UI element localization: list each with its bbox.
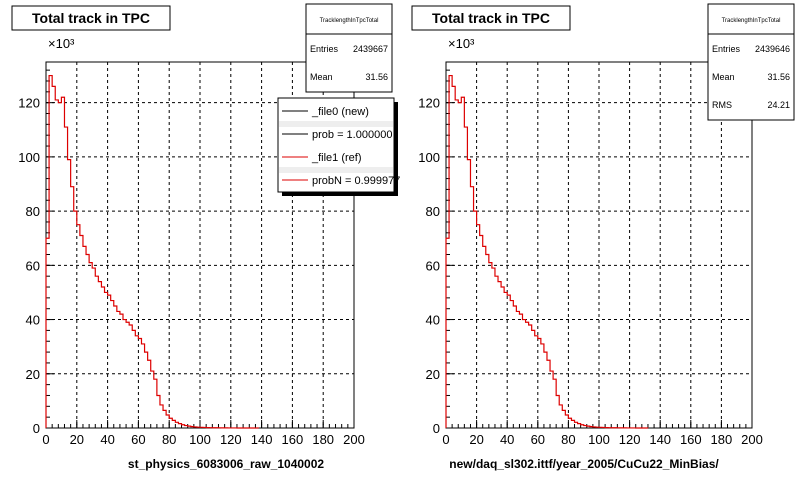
- stats-row-label: RMS: [712, 100, 732, 110]
- y-tick-label: 40: [426, 313, 440, 328]
- legend-row-band: [279, 121, 393, 127]
- y-tick-label: 80: [426, 204, 440, 219]
- x-tick-label: 180: [711, 432, 733, 447]
- x-tick-label: 120: [619, 432, 641, 447]
- legend-entry-label: prob = 1.000000: [312, 129, 392, 141]
- x-tick-label: 160: [680, 432, 702, 447]
- stats-row-value: 31.56: [365, 72, 388, 82]
- title-box: [11, 5, 171, 31]
- x-tick-label: 60: [131, 432, 145, 447]
- x-tick-label: 140: [251, 432, 273, 447]
- y-tick-label: 100: [18, 150, 40, 165]
- y-tick-label: 120: [418, 96, 440, 111]
- y-multiplier-label: ×10³: [48, 36, 75, 51]
- histogram-series-line: [445, 74, 649, 429]
- y-tick-label: 60: [26, 258, 40, 273]
- x-axis-label: st_physics_6083006_raw_1040002: [128, 457, 324, 471]
- legend-box: [277, 97, 395, 193]
- histogram-series-line: [45, 74, 260, 429]
- x-tick-label: 160: [282, 432, 304, 447]
- stats-row-value: 24.21: [767, 100, 790, 110]
- x-tick-label: 120: [220, 432, 242, 447]
- x-tick-label: 100: [588, 432, 610, 447]
- title-box: [411, 5, 571, 31]
- legend-row-band: [279, 167, 393, 173]
- x-tick-label: 100: [189, 432, 211, 447]
- y-multiplier-label: ×10³: [448, 36, 475, 51]
- chart-panel-2: 0 20 40 60 80 100 120 140 160 180 200 0 20 40 60 80 100 1…: [411, 3, 795, 471]
- legend-entry-label: _file1 (ref): [311, 152, 362, 164]
- x-tick-label: 40: [500, 432, 514, 447]
- x-tick-label: 200: [343, 432, 365, 447]
- x-tick-label: 20: [70, 432, 84, 447]
- x-tick-label: 40: [100, 432, 114, 447]
- x-tick-label: 140: [649, 432, 671, 447]
- x-axis-label: new/daq_sl302.ittf/year_2005/CuCu22_MinB…: [449, 457, 719, 471]
- stats-row-label: Entries: [310, 44, 339, 54]
- chart-title: Total track in TPC: [432, 10, 550, 26]
- stats-name: TracklengthInTpcTotal: [722, 18, 781, 24]
- stats-row-label: Entries: [712, 44, 741, 54]
- x-tick-label: 20: [469, 432, 483, 447]
- stats-box: [305, 3, 393, 93]
- x-tick-label: 0: [42, 432, 49, 447]
- x-tick-label: 60: [531, 432, 545, 447]
- y-tick-label: 60: [426, 258, 440, 273]
- x-tick-label: 80: [162, 432, 176, 447]
- stats-name: TracklengthInTpcTotal: [320, 18, 379, 24]
- stats-row-value: 2439667: [353, 44, 388, 54]
- y-tick-label: 40: [26, 313, 40, 328]
- x-tick-label: 200: [741, 432, 763, 447]
- stats-row-label: Mean: [310, 72, 333, 82]
- y-tick-label: 20: [426, 367, 440, 382]
- y-tick-label: 0: [33, 421, 40, 436]
- chart-panel-1: 0 20 40 60 80 100 120 140 160 180 200 0 20 40 60 80 100 1…: [11, 3, 400, 471]
- stats-row-label: Mean: [712, 72, 735, 82]
- y-tick-label: 120: [18, 96, 40, 111]
- y-tick-label: 100: [418, 150, 440, 165]
- legend-entry-label: _file0 (new): [311, 106, 369, 118]
- stats-row-value: 2439646: [755, 44, 790, 54]
- y-tick-label: 80: [26, 204, 40, 219]
- y-tick-label: 20: [26, 367, 40, 382]
- stats-row-value: 31.56: [767, 72, 790, 82]
- x-tick-label: 0: [442, 432, 449, 447]
- x-tick-label: 180: [312, 432, 334, 447]
- x-tick-label: 80: [561, 432, 575, 447]
- legend-entry-label: probN = 0.999977: [312, 175, 400, 187]
- chart-title: Total track in TPC: [32, 10, 150, 26]
- y-tick-label: 0: [433, 421, 440, 436]
- stats-box: [707, 3, 795, 121]
